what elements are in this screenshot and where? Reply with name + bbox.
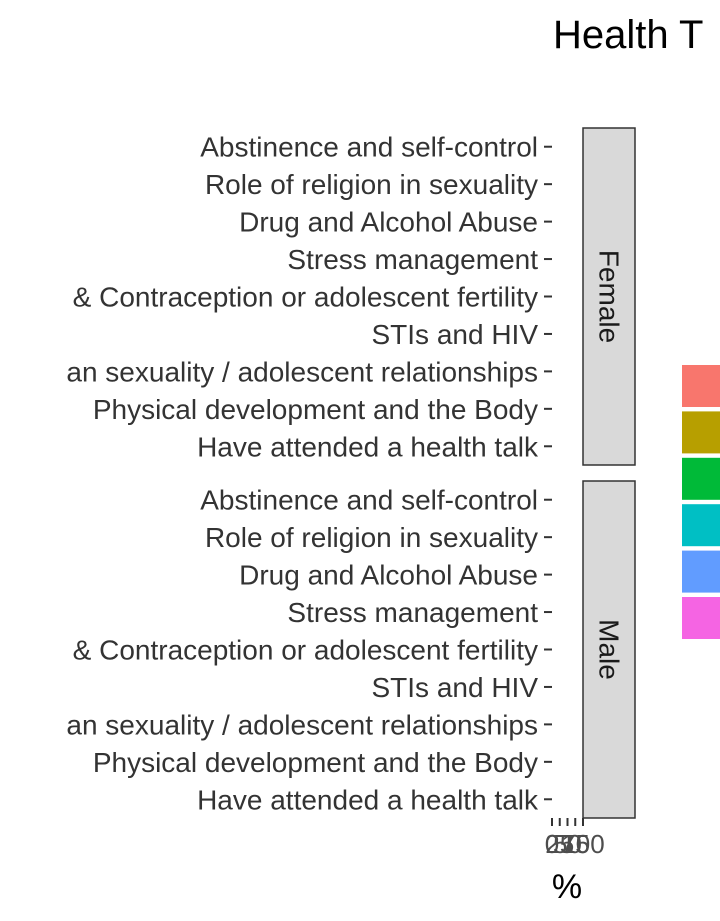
legend-key — [682, 597, 720, 639]
chart-title: Health T — [553, 13, 703, 57]
legend-key — [682, 504, 720, 547]
y-tick-label: & Contraception or adolescent fertility — [73, 635, 538, 666]
x-tick-label: 25 — [545, 829, 574, 859]
y-tick-label: Have attended a health talk — [197, 784, 539, 815]
legend — [682, 365, 720, 639]
y-tick-label: Physical development and the Body — [93, 394, 538, 425]
x-tick-label: 0 — [545, 829, 559, 859]
y-tick-label: Physical development and the Body — [93, 747, 538, 778]
legend-key — [682, 550, 720, 593]
legend-key — [682, 457, 720, 500]
facet-strips: Female Male — [582, 127, 636, 819]
y-tick-label: Abstinence and self-control — [200, 485, 538, 516]
y-tick-label: Abstinence and self-control — [200, 132, 538, 163]
facet-label: Female — [594, 250, 625, 343]
y-tick-label: Have attended a health talk — [197, 431, 539, 462]
y-tick-label: an sexuality / adolescent relationships — [66, 356, 538, 387]
facet-strip — [582, 480, 636, 819]
y-tick-label: Drug and Alcohol Abuse — [239, 560, 538, 591]
facet-strip — [582, 127, 636, 466]
y-tick-label: Role of religion in sexuality — [205, 522, 538, 553]
y-tick-label: Role of religion in sexuality — [205, 169, 538, 200]
y-tick-label: Drug and Alcohol Abuse — [239, 207, 538, 238]
legend-key — [682, 365, 720, 407]
x-tick-label: 50 — [553, 829, 582, 859]
facet-label: Male — [594, 619, 625, 680]
x-axis-title: % — [552, 868, 582, 906]
y-tick-label: Stress management — [287, 597, 538, 628]
y-tick-label: an sexuality / adolescent relationships — [66, 709, 538, 740]
y-axis: Abstinence and self-control Role of relig… — [66, 132, 552, 815]
legend-key — [682, 411, 720, 454]
y-tick-label: STIs and HIV — [371, 319, 538, 350]
y-tick-label: STIs and HIV — [371, 672, 538, 703]
y-tick-label: & Contraception or adolescent fertility — [73, 282, 538, 313]
x-tick-label: 100 — [561, 829, 604, 859]
x-tick-label: 75 — [561, 829, 590, 859]
y-tick-label: Stress management — [287, 244, 538, 275]
